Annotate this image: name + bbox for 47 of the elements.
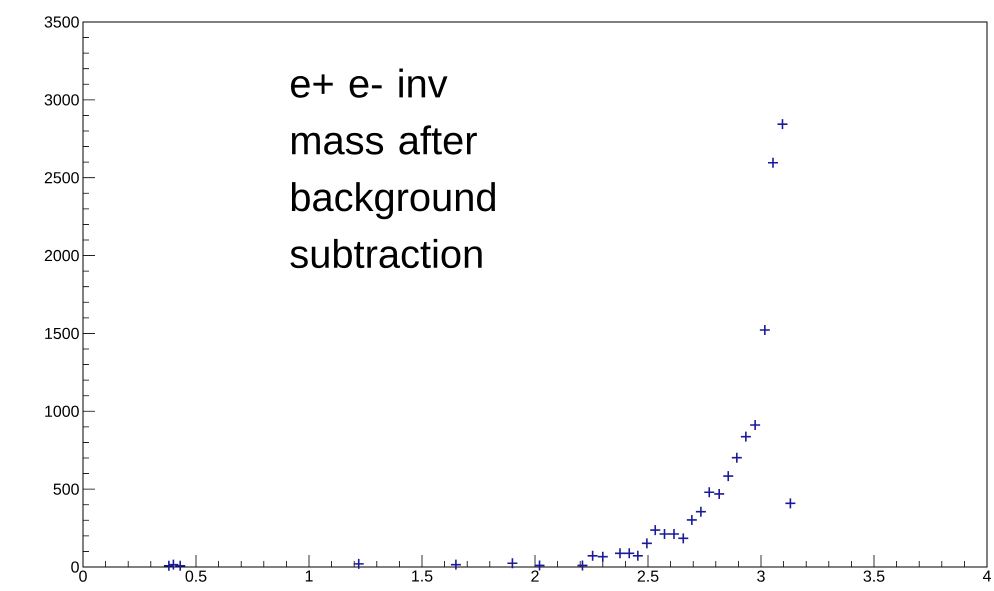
- point: [623, 547, 636, 560]
- y-tick-label: 0: [71, 561, 79, 573]
- point: [722, 470, 734, 482]
- point: [658, 528, 670, 540]
- point: [614, 547, 626, 560]
- y-tick-label: 3000: [44, 94, 79, 106]
- y-tick-label: 3500: [44, 16, 79, 28]
- annotation: e+ e- inv mass after background subtraction: [290, 68, 495, 268]
- point: [534, 560, 546, 572]
- x-tick-label: 2: [531, 570, 539, 582]
- x-tick-label: 0: [79, 570, 87, 582]
- x-tick-label: 1.5: [412, 570, 432, 582]
- point: [668, 528, 680, 540]
- point: [641, 538, 653, 550]
- x-tick-label: 3: [757, 570, 765, 582]
- point: [677, 532, 690, 544]
- x-tick-label: 1: [306, 570, 313, 582]
- point: [632, 550, 644, 562]
- point: [776, 118, 788, 130]
- point: [576, 560, 588, 572]
- point: [731, 452, 743, 464]
- y-tick-label: 1000: [45, 406, 79, 417]
- point: [759, 324, 771, 336]
- y-tick-label: 500: [54, 484, 79, 495]
- point: [450, 558, 462, 570]
- point: [713, 488, 725, 500]
- point: [352, 558, 365, 570]
- point: [649, 524, 662, 536]
- x-tick-label: 2.5: [638, 570, 658, 582]
- point: [749, 419, 761, 431]
- x-tick-label: 4: [982, 570, 991, 582]
- point: [586, 550, 598, 562]
- point: [168, 558, 180, 570]
- point: [784, 498, 796, 510]
- point: [506, 557, 518, 570]
- point: [695, 506, 707, 518]
- y-tick-label: 1500: [45, 328, 79, 340]
- point: [740, 430, 752, 442]
- y-tick-label: 2000: [44, 250, 79, 262]
- point: [174, 560, 186, 572]
- point: [686, 514, 698, 526]
- point: [703, 486, 716, 498]
- point: [767, 156, 779, 169]
- y-tick-label: 2500: [44, 172, 79, 184]
- x-tick-label: 0.5: [186, 570, 206, 582]
- x-tick-label: 3.5: [864, 570, 884, 582]
- point: [597, 550, 609, 563]
